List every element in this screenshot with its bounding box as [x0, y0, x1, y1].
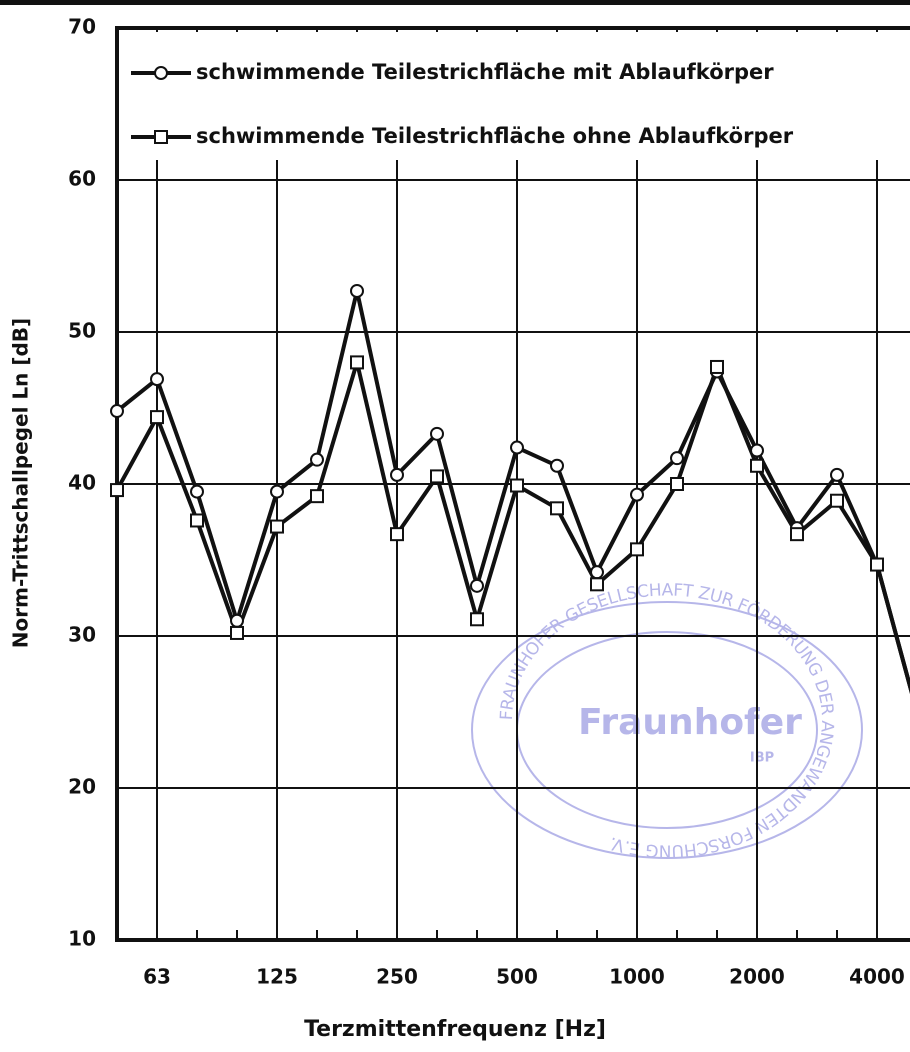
watermark: FRAUNHOFER-GESELLSCHAFT ZUR FÖRDERUNG DE… [471, 580, 863, 861]
marker [870, 557, 884, 572]
marker [154, 130, 168, 144]
marker [190, 484, 204, 499]
y-tick-label: 20 [68, 775, 96, 799]
marker [154, 66, 168, 80]
x-tick-label: 125 [256, 965, 298, 989]
x-tick-label: 1000 [609, 965, 665, 989]
legend-background [121, 32, 910, 160]
y-tick-label: 70 [68, 15, 96, 39]
marker [270, 484, 284, 499]
marker [190, 513, 204, 528]
x-axis-title: Terzmittenfrequenz [Hz] [304, 1017, 606, 1042]
marker [670, 477, 684, 491]
marker [390, 467, 404, 482]
marker [710, 359, 724, 374]
marker [630, 542, 644, 557]
y-axis-title: Norm-Trittschallpegel Ln [dB] [9, 318, 33, 648]
marker [350, 355, 364, 370]
marker [270, 519, 284, 534]
stamp-name: Fraunhofer [578, 702, 802, 743]
marker [230, 613, 244, 628]
marker [150, 410, 164, 425]
marker [350, 283, 364, 298]
x-tick-label: 250 [376, 965, 418, 989]
marker [590, 577, 604, 592]
stamp-unit: IBP [750, 751, 774, 766]
x-tick-label: 500 [496, 965, 538, 989]
marker [550, 501, 564, 516]
marker [310, 452, 324, 467]
marker [110, 483, 124, 498]
top-band [0, 0, 910, 5]
x-tick-label: 2000 [729, 965, 785, 989]
y-tick-label: 30 [68, 623, 96, 647]
marker [390, 527, 404, 542]
y-tick-label: 50 [68, 319, 96, 343]
y-tick-label: 10 [68, 927, 96, 951]
marker [230, 625, 244, 640]
marker [590, 565, 604, 580]
marker [750, 458, 764, 473]
marker [470, 578, 484, 593]
y-tick-label: 60 [68, 167, 96, 191]
marker [630, 487, 644, 502]
marker [150, 372, 164, 387]
marker [430, 426, 444, 441]
y-tick-label: 40 [68, 471, 96, 495]
marker [310, 489, 324, 504]
stamp-ring [471, 601, 863, 859]
marker [830, 493, 844, 508]
marker [550, 458, 564, 473]
marker [670, 451, 684, 466]
marker [750, 443, 764, 458]
legend-label: schwimmende Teilestrichfläche mit Ablauf… [196, 60, 774, 84]
marker [110, 404, 124, 419]
marker [470, 612, 484, 627]
marker [830, 467, 844, 482]
marker [510, 478, 524, 493]
marker [430, 469, 444, 484]
marker [790, 527, 804, 542]
x-tick-label: 4000 [849, 965, 905, 989]
legend-label: schwimmende Teilestrichfläche ohne Ablau… [196, 124, 794, 148]
x-tick-label: 63 [143, 965, 171, 989]
marker [510, 440, 524, 455]
